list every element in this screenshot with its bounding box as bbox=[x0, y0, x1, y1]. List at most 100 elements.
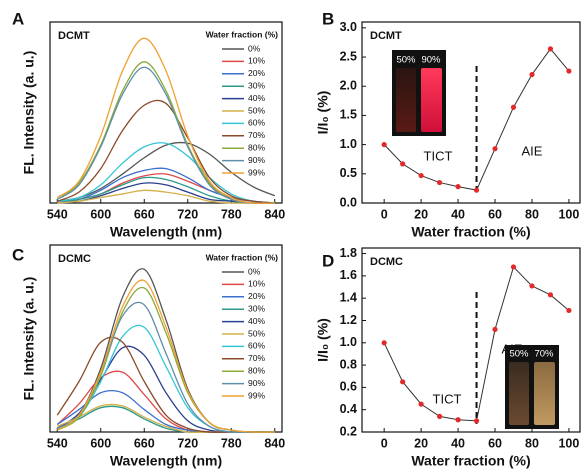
legend-label: 80% bbox=[248, 365, 265, 375]
x-tick-label: 0 bbox=[381, 436, 388, 450]
y-tick-label: 1.2 bbox=[340, 313, 357, 327]
data-point bbox=[566, 68, 572, 74]
annotation: AIE bbox=[522, 143, 543, 158]
y-axis-label: FL. Intensity (a. u.) bbox=[21, 51, 37, 175]
x-axis-label: Water fraction (%) bbox=[411, 453, 530, 469]
data-point bbox=[510, 264, 517, 270]
legend-label: 10% bbox=[248, 279, 265, 289]
x-tick-label: 660 bbox=[134, 207, 155, 221]
x-tick-label: 840 bbox=[264, 436, 285, 450]
panel-label: A bbox=[12, 9, 24, 28]
annotation: TICT bbox=[424, 148, 453, 163]
x-tick-label: 0 bbox=[381, 207, 388, 221]
inset-label: 90% bbox=[421, 55, 441, 66]
legend-label: 10% bbox=[248, 56, 265, 66]
spectrum-line bbox=[56, 37, 275, 205]
y-tick-label: 0.4 bbox=[340, 402, 357, 416]
panel-title: DCMT bbox=[370, 30, 402, 42]
x-tick-label: 540 bbox=[47, 207, 68, 221]
spectrum-line bbox=[56, 66, 275, 204]
x-tick-label: 100 bbox=[558, 436, 579, 450]
panel-title: DCMT bbox=[58, 30, 90, 42]
x-tick-label: 780 bbox=[221, 436, 242, 450]
y-axis-label: I/I₀ (%) bbox=[315, 318, 331, 362]
y-tick-label: 1.6 bbox=[340, 268, 357, 282]
inset-label: 50% bbox=[509, 349, 529, 360]
x-tick-label: 60 bbox=[488, 207, 502, 221]
legend-label: 30% bbox=[248, 303, 265, 313]
x-axis-label: Water fraction (%) bbox=[411, 224, 530, 240]
data-point bbox=[547, 46, 554, 52]
data-point bbox=[492, 326, 498, 333]
legend-label: 40% bbox=[248, 316, 265, 326]
x-tick-label: 80 bbox=[525, 207, 539, 221]
panel-title: DCMC bbox=[370, 256, 403, 268]
x-tick-label: 720 bbox=[177, 207, 198, 221]
x-tick-label: 100 bbox=[558, 207, 579, 221]
data-point bbox=[473, 418, 480, 424]
panel-label: D bbox=[322, 251, 334, 270]
plot-frame bbox=[361, 21, 581, 204]
spectrum-line bbox=[56, 268, 275, 433]
data-point bbox=[566, 307, 572, 314]
x-tick-label: 540 bbox=[47, 436, 68, 450]
legend-label: 99% bbox=[248, 167, 265, 177]
x-axis-label: Wavelength (nm) bbox=[110, 224, 222, 240]
x-tick-label: 600 bbox=[90, 436, 111, 450]
legend-label: 0% bbox=[248, 266, 261, 276]
legend-label: 0% bbox=[248, 43, 261, 53]
y-tick-label: 0.0 bbox=[340, 195, 357, 209]
x-tick-label: 80 bbox=[525, 436, 539, 450]
y-tick-label: 1.8 bbox=[340, 246, 357, 260]
legend-label: 60% bbox=[248, 341, 265, 351]
legend-label: 90% bbox=[248, 155, 265, 165]
legend-title: Water fraction (%) bbox=[206, 29, 279, 39]
data-point bbox=[510, 104, 517, 110]
x-tick-label: 840 bbox=[264, 207, 285, 221]
y-axis-label: FL. Intensity (a. u.) bbox=[21, 277, 37, 401]
x-tick-label: 780 bbox=[221, 207, 242, 221]
legend-label: 60% bbox=[248, 118, 265, 128]
data-point bbox=[455, 184, 461, 190]
x-tick-label: 20 bbox=[414, 207, 428, 221]
data-point bbox=[529, 283, 535, 289]
data-point bbox=[418, 401, 424, 407]
spectrum-line bbox=[56, 279, 275, 433]
data-point bbox=[381, 142, 387, 148]
x-tick-label: 60 bbox=[488, 436, 502, 450]
plot-frame bbox=[49, 244, 283, 433]
legend-label: 50% bbox=[248, 328, 265, 338]
data-point bbox=[400, 379, 406, 385]
y-tick-label: 0.5 bbox=[340, 166, 357, 180]
x-tick-label: 40 bbox=[451, 436, 465, 450]
y-tick-label: 1.0 bbox=[340, 335, 357, 349]
y-tick-label: 2.5 bbox=[340, 49, 357, 63]
inset-photo bbox=[392, 50, 446, 136]
x-tick-label: 600 bbox=[90, 207, 111, 221]
x-tick-label: 720 bbox=[177, 436, 198, 450]
legend-label: 30% bbox=[248, 80, 265, 90]
inset-label: 50% bbox=[396, 55, 416, 66]
legend-label: 80% bbox=[248, 142, 265, 152]
data-point bbox=[436, 179, 443, 186]
y-tick-label: 2.0 bbox=[340, 79, 357, 93]
spectrum-line bbox=[56, 336, 275, 433]
plot-frame bbox=[49, 21, 283, 204]
y-tick-label: 1.0 bbox=[340, 137, 357, 151]
y-tick-label: 0.6 bbox=[340, 380, 357, 394]
spectrum-line bbox=[57, 141, 275, 202]
y-tick-label: 0.8 bbox=[340, 357, 357, 371]
legend-label: 40% bbox=[248, 93, 265, 103]
x-tick-label: 20 bbox=[414, 436, 428, 450]
x-tick-label: 40 bbox=[451, 207, 465, 221]
spectrum-line bbox=[57, 99, 275, 204]
spectrum-line bbox=[57, 189, 275, 204]
data-point bbox=[473, 187, 480, 193]
panel-label: C bbox=[12, 245, 24, 264]
x-axis-label: Wavelength (nm) bbox=[110, 453, 222, 469]
data-point bbox=[492, 146, 498, 152]
spectrum-line bbox=[56, 324, 275, 434]
legend-label: 20% bbox=[248, 291, 265, 301]
annotation: TICT bbox=[433, 391, 462, 406]
